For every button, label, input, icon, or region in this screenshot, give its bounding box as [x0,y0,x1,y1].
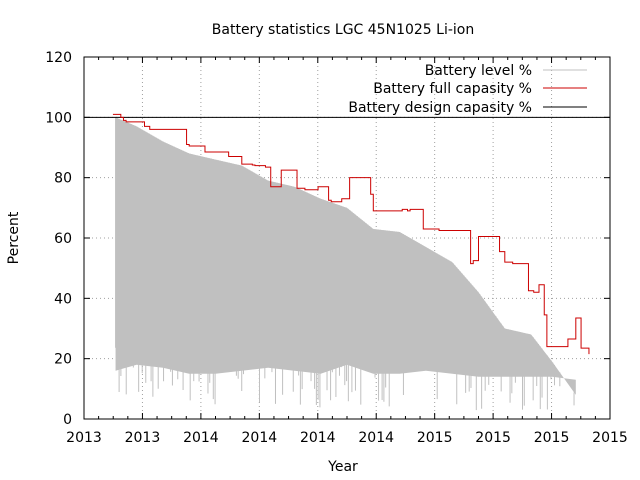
axes: 0 20 40 60 80 100 120 2013 2013 2014 2014 2014 2014 2… [45,50,628,446]
x-tick-label: 2014 [358,430,394,446]
x-axis-label: Year [327,459,358,475]
x-tick-label: 2014 [242,430,278,446]
y-tick-label: 60 [54,231,72,247]
x-tick-label: 2013 [66,430,102,446]
y-axis-label: Percent [6,211,22,264]
x-tick-label: 2013 [125,430,161,446]
x-tick-label: 2014 [183,430,219,446]
chart-title: Battery statistics LGC 45N1025 Li-ion [212,22,474,38]
y-tick-label: 40 [54,291,72,307]
series-battery-level [115,117,576,411]
x-tick-label: 2015 [592,430,628,446]
legend-label: Battery level % [425,63,532,79]
y-tick-label: 0 [63,412,72,428]
x-tick-label: 2015 [475,430,511,446]
x-tick-label: 2014 [300,430,336,446]
y-tick-label: 120 [45,50,72,66]
legend-label: Battery design capasity % [348,100,532,116]
series-full-capacity-line [112,113,590,355]
plot-area [84,113,610,411]
y-tick-label: 20 [54,352,72,368]
y-tick-label: 80 [54,171,72,187]
plot-frame [83,56,611,420]
x-tick-label: 2015 [534,430,570,446]
y-tick-label: 100 [45,110,72,126]
legend-label: Battery full capasity % [373,81,532,97]
legend: Battery level % Battery full capasity % Ba… [348,63,587,116]
x-tick-label: 2015 [417,430,453,446]
